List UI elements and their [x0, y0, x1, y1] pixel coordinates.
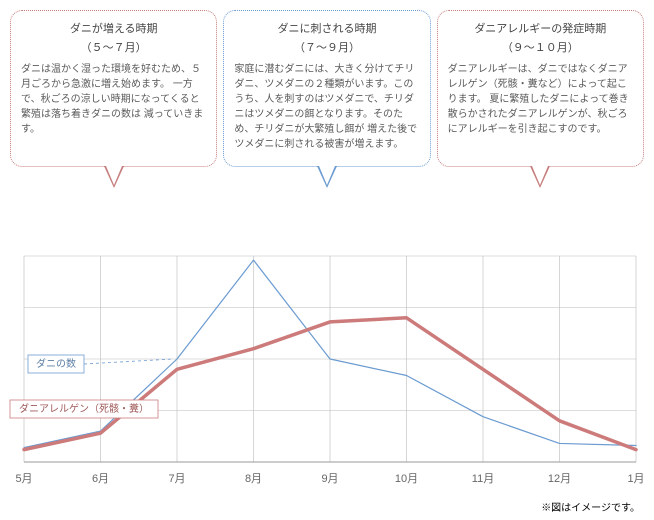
- bubble-title: ダニが増える時期: [21, 21, 206, 38]
- bubble-increase: ダニが増える時期 （５〜７月） ダニは温かく湿った環境を好むため、５月ごろから急…: [10, 10, 217, 167]
- svg-text:ダニの数: ダニの数: [36, 357, 76, 370]
- svg-text:5月: 5月: [15, 473, 32, 485]
- bubble-period: （９〜１０月）: [448, 40, 633, 57]
- bubble-body: ダニは温かく湿った環境を好むため、５月ごろから急激に増え始めます。 一方で、秋ご…: [21, 62, 206, 137]
- chart-container: 5月 6月 7月 8月 9月 10月 11月 12月 1月 ダニの数ダニアレルゲン（死骸・糞）: [8, 250, 646, 490]
- svg-text:6月: 6月: [92, 473, 109, 485]
- svg-text:7月: 7月: [168, 473, 185, 485]
- svg-text:12月: 12月: [548, 473, 571, 485]
- chart-note: ※図はイメージです。: [541, 499, 640, 514]
- line-chart: 5月 6月 7月 8月 9月 10月 11月 12月 1月 ダニの数ダニアレルゲン（死骸・糞）: [8, 250, 646, 490]
- bubble-allergy: ダニアレルギーの発症時期 （９〜１０月） ダニアレルギーは、ダニではなくダニアレ…: [437, 10, 644, 167]
- svg-text:1月: 1月: [627, 473, 644, 485]
- svg-text:ダニアレルゲン（死骸・糞）: ダニアレルゲン（死骸・糞）: [19, 402, 149, 415]
- svg-text:10月: 10月: [395, 473, 418, 485]
- bubble-bite: ダニに刺される時期 （７〜９月） 家庭に潜むダニには、大きく分けてチリダニ、ツメ…: [223, 10, 430, 167]
- svg-text:11月: 11月: [472, 473, 494, 485]
- bubble-title: ダニに刺される時期: [234, 21, 419, 38]
- bubble-period: （５〜７月）: [21, 40, 206, 57]
- bubble-body: ダニアレルギーは、ダニではなくダニアレルゲン（死骸・糞など）によって起こります。…: [448, 62, 633, 137]
- svg-text:9月: 9月: [321, 473, 338, 485]
- bubble-title: ダニアレルギーの発症時期: [448, 21, 633, 38]
- svg-text:8月: 8月: [245, 473, 262, 485]
- bubble-period: （７〜９月）: [234, 40, 419, 57]
- bubble-row: ダニが増える時期 （５〜７月） ダニは温かく湿った環境を好むため、５月ごろから急…: [0, 0, 654, 167]
- bubble-body: 家庭に潜むダニには、大きく分けてチリダニ、ツメダニの２種類がいます。このうち、人…: [234, 62, 419, 152]
